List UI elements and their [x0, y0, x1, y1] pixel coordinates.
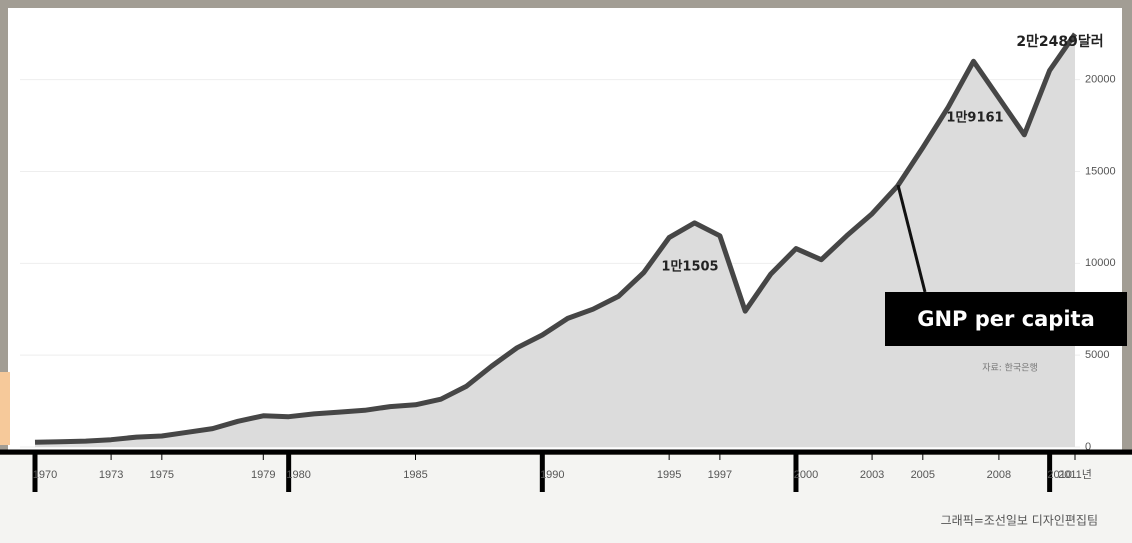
x-tick-label: 2010 — [1047, 469, 1071, 481]
x-tick-label: 1979 — [251, 469, 275, 481]
x-tick-label: 1997 — [708, 469, 732, 481]
annotation: 2만2489달러 — [1016, 34, 1103, 50]
y-tick-label: 20000 — [1085, 74, 1116, 86]
x-tick-label: 1990 — [540, 469, 564, 481]
y-tick-label: 5000 — [1085, 349, 1109, 361]
x-tick-label: 1973 — [99, 469, 123, 481]
area — [35, 33, 1075, 448]
x-tick-label: 2003 — [860, 469, 884, 481]
source: 자료: 한국은행 — [982, 362, 1038, 374]
x-tick-label: 2008 — [987, 469, 1011, 481]
side-strip — [0, 372, 10, 445]
credit: 그래픽=조선일보 디자인편집팀 — [941, 514, 1098, 528]
annotation: 1만9161 — [946, 110, 1003, 126]
callout-line — [896, 184, 927, 293]
x-tick-label: 1975 — [150, 469, 174, 481]
annotation: 1만1505 — [661, 259, 718, 275]
x-tick-label: 2011년 — [1058, 468, 1092, 481]
x-tick-label: 1985 — [403, 469, 427, 481]
y-tick-label: 10000 — [1085, 257, 1116, 269]
y-tick-label: 15000 — [1085, 165, 1116, 177]
legend-box — [885, 292, 1127, 346]
line — [34, 32, 1078, 445]
x-tick-label: 2000 — [794, 469, 818, 481]
x-tick-label: 1970 — [33, 469, 57, 481]
y-tick-label: 0 — [1085, 441, 1091, 453]
x-tick-label: 1980 — [286, 469, 310, 481]
plot: 0 5000 10000 15000 20000 1970 1973 1975 1979 1980… — [0, 32, 1132, 492]
x-tick-label: 1995 — [657, 469, 681, 481]
legend-label: GNP per capita — [917, 307, 1095, 331]
x-tick-label: 2005 — [911, 469, 935, 481]
footer-panel — [0, 455, 1132, 543]
